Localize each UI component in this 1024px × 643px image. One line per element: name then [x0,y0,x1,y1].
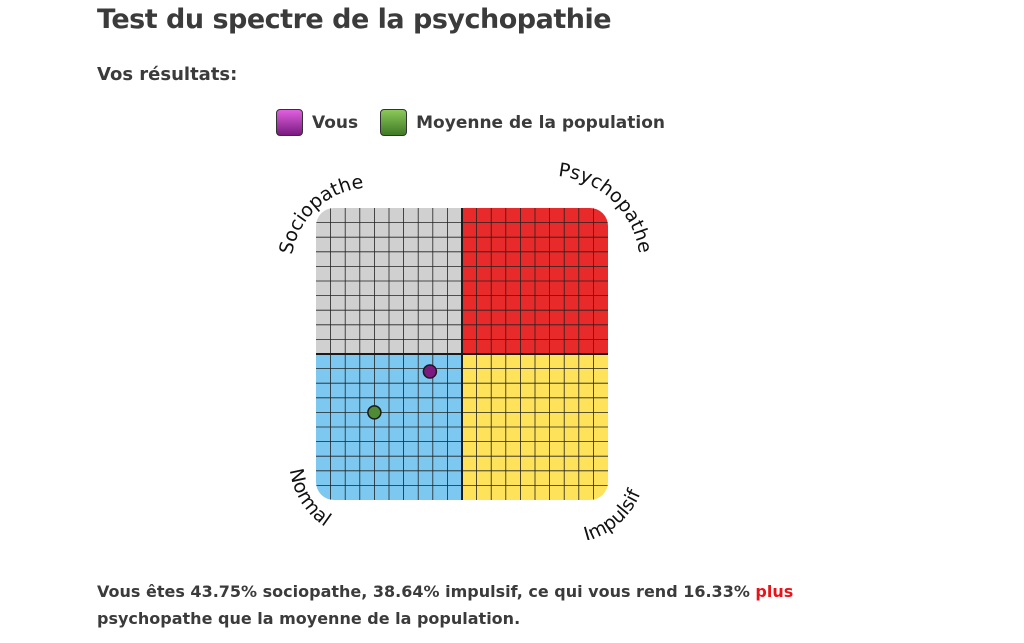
chart-legend: Vous Moyenne de la population [276,109,687,136]
summary-text-start: Vous êtes 43.75% sociopathe, 38.64% impu… [97,582,756,601]
summary-highlight: plus [755,582,794,601]
chart-points [367,364,438,420]
legend-label-you: Vous [312,112,359,133]
legend-item-average: Moyenne de la population [380,109,665,136]
psychopathy-quadrant-chart: Sociopathe Psychopathe Normal Impulsif [275,160,656,540]
results-heading: Vos résultats: [97,64,238,85]
legend-item-you: Vous [276,109,358,136]
legend-swatch-average [380,109,408,136]
legend-label-average: Moyenne de la population [416,112,665,133]
summary-text-end: psychopathe que la moyenne de la populat… [97,609,521,628]
page-title: Test du spectre de la psychopathie [97,4,612,35]
result-summary: Vous êtes 43.75% sociopathe, 38.64% impu… [97,578,817,632]
legend-swatch-you [276,109,303,136]
point-you [422,364,438,379]
point-average [367,405,382,420]
